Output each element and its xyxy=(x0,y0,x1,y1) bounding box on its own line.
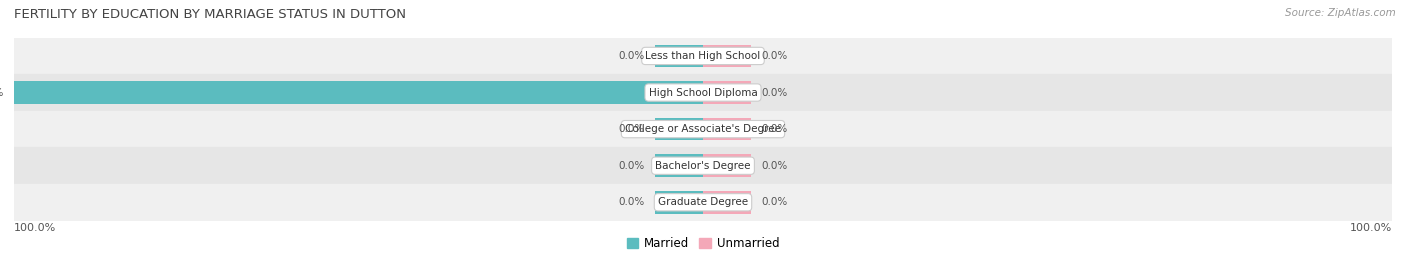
Text: High School Diploma: High School Diploma xyxy=(648,87,758,98)
Bar xyxy=(14,38,1392,74)
Text: 0.0%: 0.0% xyxy=(619,161,644,171)
Text: 100.0%: 100.0% xyxy=(1350,223,1392,233)
Bar xyxy=(14,147,1392,184)
Bar xyxy=(655,191,703,214)
Bar xyxy=(703,191,751,214)
Bar xyxy=(703,81,751,104)
Text: College or Associate's Degree: College or Associate's Degree xyxy=(626,124,780,134)
Text: 100.0%: 100.0% xyxy=(0,87,4,98)
Text: Graduate Degree: Graduate Degree xyxy=(658,197,748,207)
Bar xyxy=(14,81,703,104)
Bar xyxy=(14,184,1392,221)
Text: Bachelor's Degree: Bachelor's Degree xyxy=(655,161,751,171)
Bar xyxy=(703,45,751,67)
Text: 100.0%: 100.0% xyxy=(14,223,56,233)
Text: 0.0%: 0.0% xyxy=(762,161,787,171)
Bar xyxy=(655,45,703,67)
Legend: Married, Unmarried: Married, Unmarried xyxy=(621,232,785,255)
Text: 0.0%: 0.0% xyxy=(762,51,787,61)
Bar xyxy=(655,118,703,140)
Bar xyxy=(14,111,1392,147)
Bar xyxy=(703,154,751,177)
Bar xyxy=(655,154,703,177)
Text: FERTILITY BY EDUCATION BY MARRIAGE STATUS IN DUTTON: FERTILITY BY EDUCATION BY MARRIAGE STATU… xyxy=(14,8,406,21)
Bar xyxy=(703,118,751,140)
Text: Source: ZipAtlas.com: Source: ZipAtlas.com xyxy=(1285,8,1396,18)
Text: 0.0%: 0.0% xyxy=(619,197,644,207)
Text: 0.0%: 0.0% xyxy=(762,197,787,207)
Bar xyxy=(14,74,1392,111)
Text: 0.0%: 0.0% xyxy=(619,124,644,134)
Text: 0.0%: 0.0% xyxy=(619,51,644,61)
Text: Less than High School: Less than High School xyxy=(645,51,761,61)
Text: 0.0%: 0.0% xyxy=(762,124,787,134)
Text: 0.0%: 0.0% xyxy=(762,87,787,98)
